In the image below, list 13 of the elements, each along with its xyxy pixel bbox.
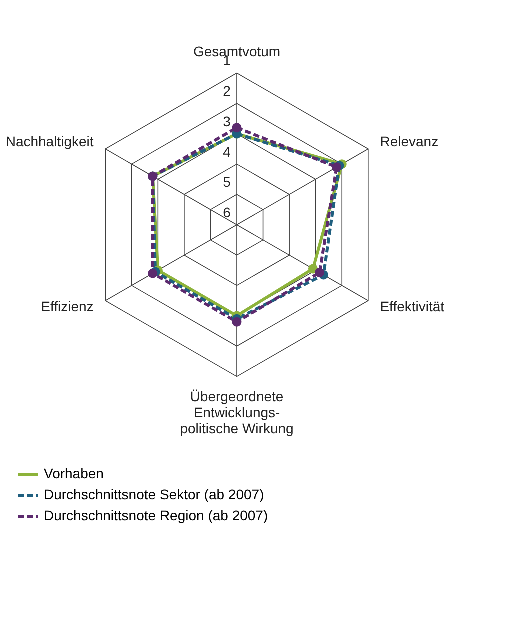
y-tick-label: 3 (223, 113, 232, 130)
y-tick-label: 2 (223, 83, 232, 100)
spoke-label: Nachhaltigkeit (6, 133, 94, 150)
y-tick-label: 4 (223, 144, 232, 160)
spoke-label: Effektivität (380, 298, 445, 315)
spoke-label: Effizienz (41, 298, 94, 315)
spoke-label: Relevanz (380, 133, 439, 150)
y-tick-label: 5 (223, 174, 232, 190)
legend-label: Vorhaben (44, 466, 104, 482)
legend-label: Durchschnittsnote Sektor (ab 2007) (44, 486, 264, 502)
y-tick-label: 6 (223, 204, 232, 220)
legend-label: Durchschnittsnote Region (ab 2007) (44, 508, 268, 524)
spoke-label: Übergeordnete Entwicklungs- politische Wirkung (180, 388, 294, 436)
